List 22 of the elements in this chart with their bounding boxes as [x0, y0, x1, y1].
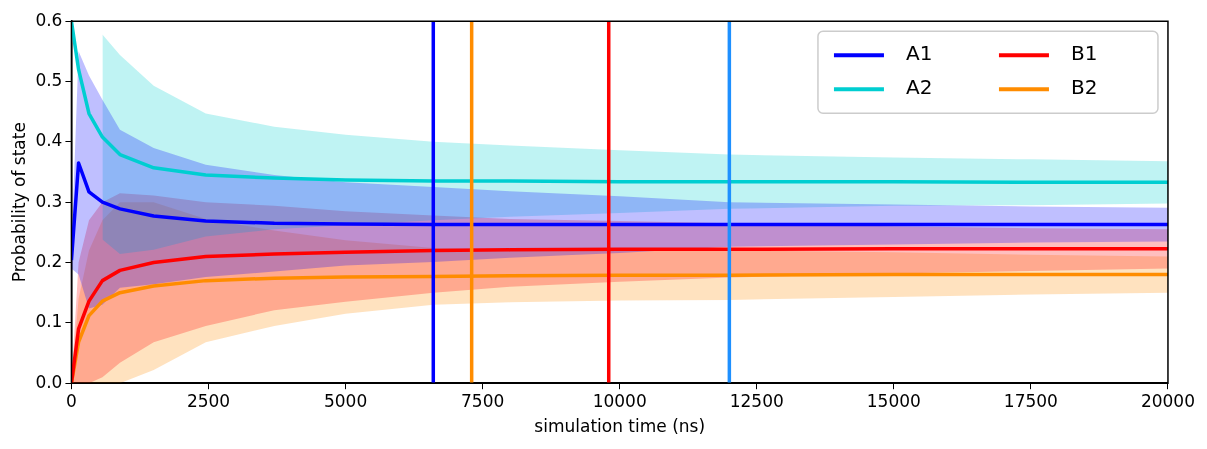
- y-tick-label: 0.6: [35, 9, 63, 30]
- y-tick-label: 0.4: [35, 130, 63, 151]
- y-axis-title: Probability of state: [8, 122, 29, 283]
- y-tick-label: 0.0: [35, 371, 63, 392]
- x-tick-label: 20000: [1140, 390, 1196, 411]
- x-tick-label: 7500: [461, 390, 505, 411]
- x-tick-label: 10000: [592, 390, 647, 411]
- y-tick-label: 0.3: [35, 190, 63, 211]
- legend-label: B2: [1070, 75, 1098, 100]
- x-tick-label: 17500: [1003, 390, 1058, 411]
- y-tick-label: 0.2: [35, 250, 63, 271]
- x-tick-label: 15000: [866, 390, 921, 411]
- x-tick-label: 0: [66, 390, 77, 411]
- x-tick-label: 2500: [186, 390, 231, 411]
- legend-label: B1: [1070, 41, 1098, 66]
- legend-label: A1: [905, 41, 933, 66]
- y-tick-label: 0.5: [35, 69, 63, 90]
- x-tick-label: 12500: [729, 390, 784, 411]
- y-tick-label: 0.1: [35, 311, 63, 332]
- x-axis-title: simulation time (ns): [534, 416, 706, 437]
- x-tick-label: 5000: [323, 390, 368, 411]
- legend-label: A2: [905, 75, 933, 100]
